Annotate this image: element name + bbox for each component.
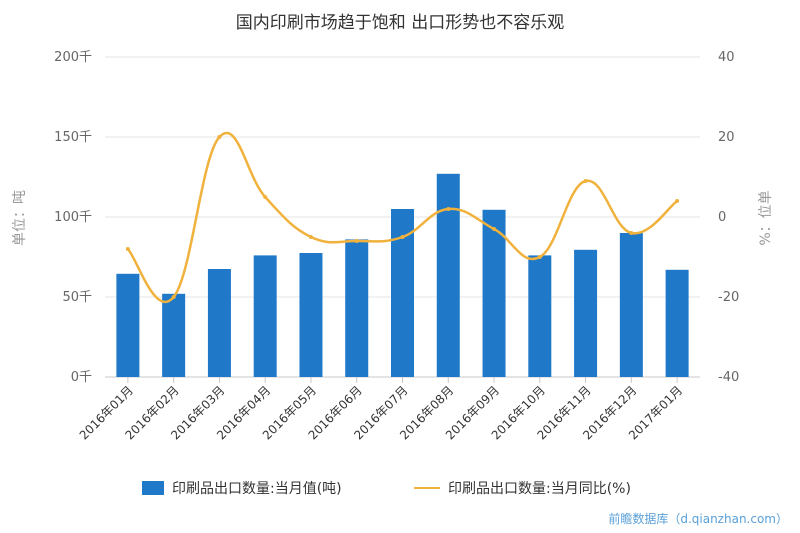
bar[interactable] xyxy=(482,209,506,377)
line-point[interactable] xyxy=(308,235,313,239)
bar[interactable] xyxy=(299,253,323,377)
line-point[interactable] xyxy=(629,231,634,235)
line-point[interactable] xyxy=(125,247,130,251)
y-left-tick-label: 0千 xyxy=(71,370,92,385)
bar[interactable] xyxy=(253,255,277,377)
line-point[interactable] xyxy=(675,199,680,203)
legend-bar-swatch xyxy=(142,481,164,495)
y-right-tick-label: -40 xyxy=(718,370,739,385)
y-right-tick-label: 40 xyxy=(718,50,735,65)
legend: 印刷品出口数量:当月值(吨) 印刷品出口数量:当月同比(%) xyxy=(0,478,800,508)
bar[interactable] xyxy=(619,233,643,377)
line-point[interactable] xyxy=(583,179,588,183)
y-right-tick-label: 0 xyxy=(718,210,726,225)
legend-line-swatch xyxy=(414,487,440,489)
line-point[interactable] xyxy=(492,227,497,231)
y-right-axis-title: %：位单 xyxy=(758,190,774,245)
legend-item-line[interactable]: 印刷品出口数量:当月同比(%) xyxy=(414,478,631,498)
y-right-tick-label: 20 xyxy=(718,130,735,145)
bar[interactable] xyxy=(116,273,140,377)
y-right-tick-label: -20 xyxy=(718,290,739,305)
bar[interactable] xyxy=(207,269,231,377)
y-left-tick-label: 200千 xyxy=(54,50,92,65)
line-point[interactable] xyxy=(263,195,268,199)
source-credit[interactable]: 前瞻数据库（d.qianzhan.com） xyxy=(608,512,788,526)
bar[interactable] xyxy=(665,269,689,377)
line-point[interactable] xyxy=(354,239,359,243)
legend-item-bar[interactable]: 印刷品出口数量:当月值(吨) xyxy=(142,478,342,498)
line-point[interactable] xyxy=(400,235,405,239)
chart-title: 国内印刷市场趋于饱和 出口形势也不容乐观 xyxy=(235,13,565,33)
bar[interactable] xyxy=(528,255,552,377)
bar[interactable] xyxy=(574,249,598,377)
line-point[interactable] xyxy=(446,207,451,211)
legend-bar-label: 印刷品出口数量:当月值(吨) xyxy=(172,481,342,497)
line-point[interactable] xyxy=(537,255,542,259)
y-left-tick-label: 150千 xyxy=(54,130,92,145)
bar[interactable] xyxy=(391,209,414,377)
bar-series xyxy=(116,173,689,377)
y-left-tick-label: 100千 xyxy=(54,210,92,225)
line-point[interactable] xyxy=(217,135,222,139)
bar[interactable] xyxy=(345,239,369,377)
line-series xyxy=(125,132,680,304)
y-left-axis-title: 单位：吨 xyxy=(12,190,28,246)
legend-line-label: 印刷品出口数量:当月同比(%) xyxy=(448,481,631,497)
bar[interactable] xyxy=(162,293,186,377)
bar[interactable] xyxy=(436,173,460,377)
line-point[interactable] xyxy=(171,295,176,299)
y-left-tick-label: 50千 xyxy=(62,290,92,305)
